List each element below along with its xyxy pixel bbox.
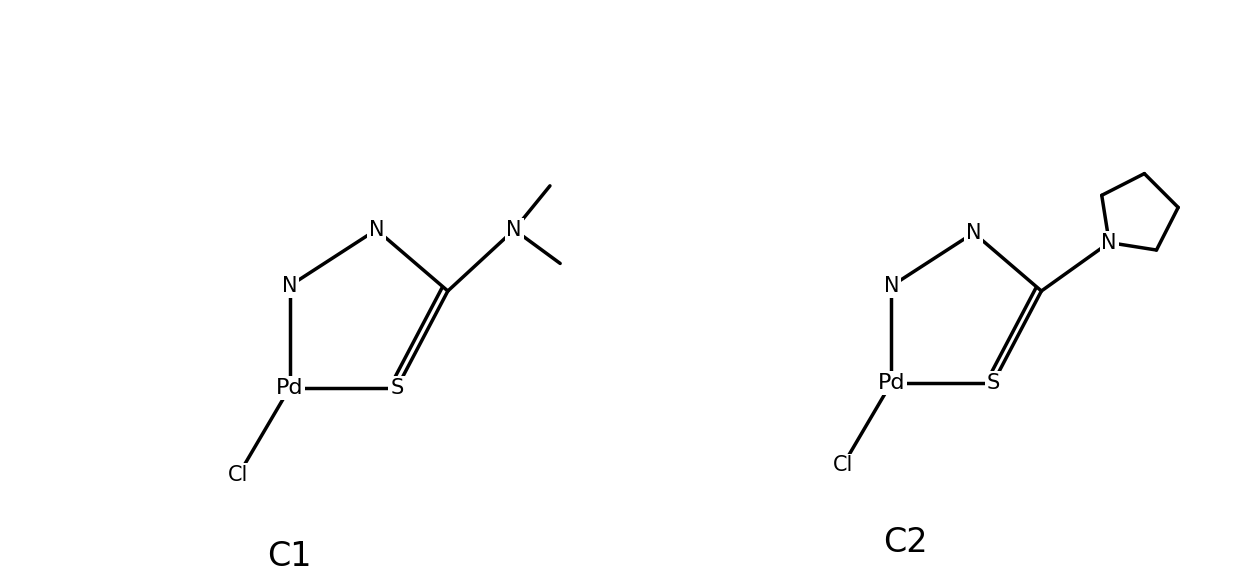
Text: N: N — [883, 276, 899, 296]
Text: Pd: Pd — [275, 378, 304, 398]
Text: S: S — [391, 378, 403, 398]
Text: N: N — [281, 276, 298, 296]
Text: N: N — [966, 223, 981, 243]
Text: S: S — [986, 373, 999, 393]
Text: Pd: Pd — [878, 373, 905, 393]
Text: Cl: Cl — [228, 465, 249, 485]
Text: C1: C1 — [268, 540, 311, 573]
Text: C2: C2 — [883, 526, 928, 559]
Text: N: N — [368, 220, 384, 240]
Text: N: N — [1101, 233, 1117, 253]
Text: N: N — [506, 220, 522, 240]
Text: Cl: Cl — [832, 455, 853, 475]
